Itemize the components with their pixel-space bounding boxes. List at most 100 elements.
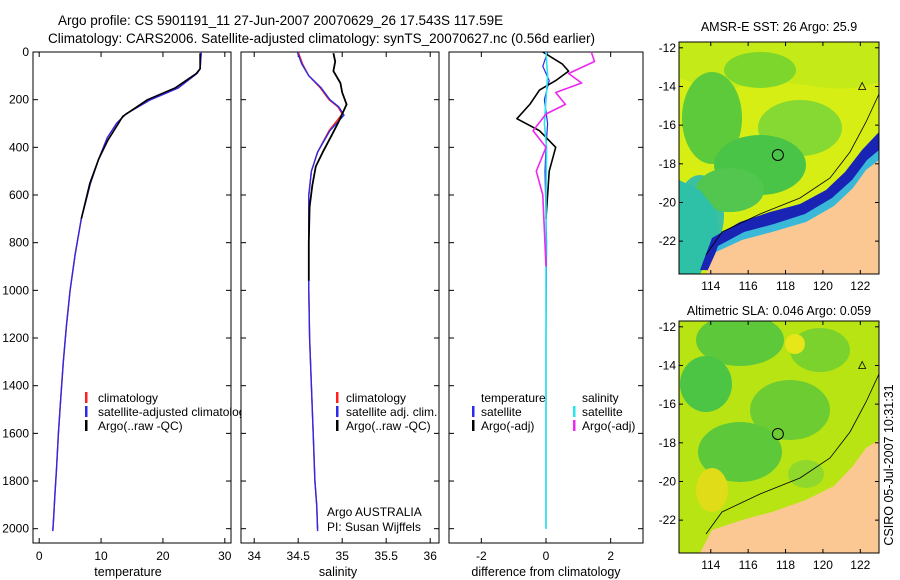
legend-title-salinity: salinity [582, 391, 619, 405]
legend-swatch-climatology [336, 392, 339, 403]
temperature-legend: climatology satellite-adjusted climatolo… [85, 391, 251, 433]
triangle-marker [858, 81, 867, 90]
timestamp-stamp: CSIRO 05-Jul-2007 10:31:31 [882, 384, 896, 545]
map-y-tick-label: -12 [659, 320, 677, 334]
map-x-tick-label: 118 [776, 558, 795, 572]
sla-map-ticks: 114 116 118 120 122 -12 -14 -16 -18 -20 -22 [659, 320, 879, 572]
legend-label-argo: Argo(..raw -QC) [98, 419, 183, 433]
x-tick-label: 20 [156, 549, 170, 563]
legend-label-sal-satellite: satellite [582, 405, 623, 419]
x-tick-label: 10 [94, 549, 108, 563]
map-y-tick-label: -22 [659, 513, 677, 527]
y-tick-label: 2000 [2, 522, 29, 536]
map-y-tick-label: -20 [659, 474, 677, 488]
series-line-satellite-adj-clim [296, 52, 345, 532]
map-x-tick-label: 118 [776, 279, 795, 293]
map-y-tick-label: -20 [659, 195, 677, 209]
temperature-axes [32, 51, 232, 544]
series-line-argo-raw-qc [307, 53, 348, 281]
float-program-label: Argo AUSTRALIA [327, 505, 422, 519]
difference-legend: temperature satellite Argo(-adj) salinit… [472, 391, 635, 433]
sla-map-title: Altimetric SLA: 0.046 Argo: 0.059 [687, 304, 871, 318]
sla-map-frame [678, 320, 880, 554]
map-y-tick-label: -16 [659, 397, 677, 411]
map-y-tick-label: -18 [659, 157, 677, 171]
map-y-tick-label: -14 [659, 358, 677, 372]
series-line-salinity-satellite [543, 52, 549, 529]
y-tick-label: 1800 [2, 474, 29, 488]
sla-map-panel: Altimetric SLA: 0.046 Argo: 0.059 114 116… [659, 304, 880, 572]
temperature-panel: 0 10 20 30 0 200 400 600 800 1000 1200 1400 1600 1800… [2, 45, 251, 579]
legend-swatch-sal-satellite [573, 406, 576, 417]
series-line-argo-adj-salinity [532, 52, 596, 267]
salinity-legend: climatology satellite adj. clim. Argo(..… [336, 391, 437, 433]
figure-title-line2: Climatology: CARS2006. Satellite-adjuste… [48, 31, 595, 46]
argo-position-marker [771, 427, 784, 440]
legend-label-temp-argo: Argo(-adj) [481, 419, 534, 433]
legend-label-temp-satellite: satellite [481, 405, 522, 419]
series-line-argo-adj-temperature [516, 52, 570, 219]
x-tick-label: 30 [218, 549, 232, 563]
map-x-tick-label: 120 [813, 558, 833, 572]
salinity-axes [240, 51, 440, 544]
series-line-argo-raw-qc [80, 53, 201, 219]
map-x-tick-label: 120 [813, 279, 833, 293]
temperature-xlabel: temperature [94, 565, 161, 579]
figure-title-line1: Argo profile: CS 5901191_11 27-Jun-2007 … [58, 13, 503, 28]
sst-map-ticks: 114 116 118 120 122 -12 -14 -16 -18 -20 -22 [659, 41, 879, 293]
shelf-contour [705, 373, 879, 535]
map-x-tick-label: 114 [701, 279, 720, 293]
y-tick-label: 1200 [2, 331, 29, 345]
coastline-land [700, 440, 879, 553]
legend-swatch-temp-argo [472, 420, 475, 431]
difference-lines [516, 52, 596, 529]
y-tick-label: 400 [9, 140, 29, 154]
x-tick-label: 34.5 [287, 549, 311, 563]
map-y-tick-label: -22 [659, 234, 677, 248]
map-x-tick-label: 122 [850, 279, 870, 293]
legend-label-climatology: climatology [346, 391, 406, 405]
map-x-tick-label: 116 [739, 279, 758, 293]
sst-map-field [679, 42, 879, 274]
legend-swatch-argo [336, 420, 339, 431]
x-tick-label: 0 [36, 549, 43, 563]
x-tick-label: 0 [543, 549, 550, 563]
coastline-land [706, 160, 879, 274]
map-y-tick-label: -16 [659, 118, 677, 132]
y-tick-label: 1400 [2, 379, 29, 393]
y-tick-label: 1600 [2, 426, 29, 440]
legend-label-satellite: satellite-adjusted climatology [98, 405, 251, 419]
x-tick-label: -2 [476, 549, 487, 563]
difference-panel: -2 0 2 difference from climatology tempera… [448, 51, 644, 579]
map-x-tick-label: 122 [850, 558, 870, 572]
sst-map-panel: AMSR-E SST: 26 Argo: 25.9 114 116 118 120 12… [659, 20, 880, 293]
x-tick-label: 35.5 [375, 549, 399, 563]
x-tick-label: 34 [248, 549, 262, 563]
y-tick-label: 1000 [2, 283, 29, 297]
float-pi-label: PI: Susan Wijffels [327, 520, 421, 534]
x-tick-label: 35 [336, 549, 350, 563]
legend-title-temperature: temperature [481, 391, 546, 405]
temperature-ticks: 0 10 20 30 0 200 400 600 800 1000 1200 1400 1600 1800… [2, 45, 232, 563]
legend-swatch-satellite [336, 406, 339, 417]
legend-label-climatology: climatology [98, 391, 158, 405]
map-y-tick-label: -12 [659, 41, 677, 55]
map-x-tick-label: 116 [739, 558, 758, 572]
salinity-ticks: 34 34.5 35 35.5 36 [241, 51, 439, 563]
sla-map-field [679, 321, 879, 553]
legend-label-sal-argo: Argo(-adj) [582, 419, 635, 433]
map-y-tick-label: -14 [659, 79, 677, 93]
legend-swatch-climatology [85, 392, 88, 403]
shelf-contour [705, 93, 879, 256]
salinity-xlabel: salinity [319, 565, 358, 579]
x-tick-label: 2 [607, 549, 614, 563]
y-tick-label: 0 [22, 45, 29, 59]
map-y-tick-label: -18 [659, 436, 677, 450]
y-tick-label: 800 [9, 236, 29, 250]
legend-label-argo: Argo(..raw -QC) [346, 419, 431, 433]
sst-map-frame [678, 41, 880, 275]
argo-position-marker [771, 148, 784, 161]
y-tick-label: 200 [9, 93, 29, 107]
legend-swatch-argo [85, 420, 88, 431]
